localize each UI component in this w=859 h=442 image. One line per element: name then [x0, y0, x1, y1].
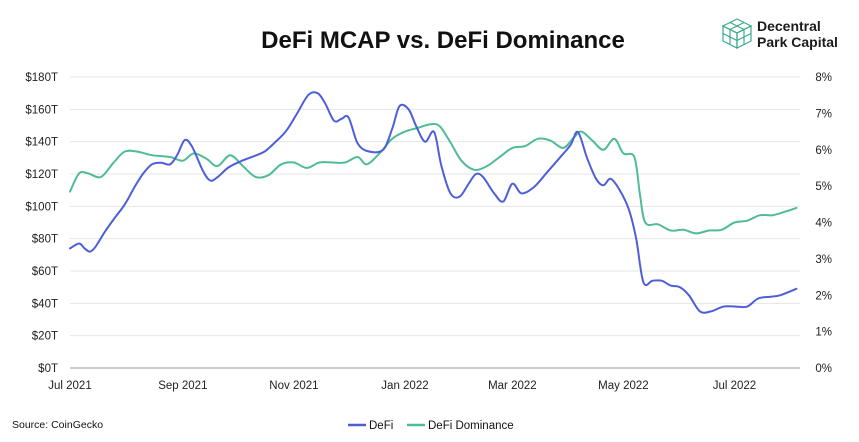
- cube-grid-icon: [721, 18, 753, 49]
- series-line-defi-dominance: [69, 122, 798, 235]
- x-tick-label: Jan 2022: [381, 380, 428, 392]
- x-tick-label: Mar 2022: [488, 380, 537, 392]
- y-left-tick-label: $80T: [32, 234, 58, 246]
- x-tick-label: May 2022: [598, 380, 649, 392]
- brand-name-line2: Park Capital: [757, 34, 838, 50]
- y-left-tick-label: $180T: [25, 72, 58, 84]
- y-right-tick-label: 6%: [815, 145, 832, 157]
- y-right-tick-label: 5%: [815, 181, 832, 193]
- y-right-tick-label: 4%: [815, 218, 832, 230]
- y-left-tick-label: $100T: [25, 201, 58, 213]
- source-note: Source: CoinGecko: [12, 419, 103, 431]
- y-left-tick-label: $0T: [38, 363, 58, 375]
- y-left-tick-label: $60T: [32, 266, 58, 278]
- y-right-tick-label: 2%: [815, 290, 832, 302]
- x-tick-label: Nov 2021: [269, 380, 318, 392]
- y-right-tick-label: 1%: [815, 327, 832, 339]
- brand-name-line1: Decentral: [757, 18, 821, 34]
- y-axis-right: 0% 1% 2% 3% 4% 5% 6% 7% 8%: [815, 72, 832, 375]
- brand-logo: Decentral Park Capital: [721, 18, 838, 50]
- y-left-tick-label: $40T: [32, 298, 58, 310]
- y-left-tick-label: $20T: [32, 331, 58, 343]
- series-lines: [69, 91, 798, 314]
- x-axis: Jul 2021 Sep 2021 Nov 2021 Jan 2022 Mar 2022…: [48, 380, 756, 392]
- y-right-tick-label: 3%: [815, 254, 832, 266]
- y-left-tick-label: $160T: [25, 104, 58, 116]
- y-right-tick-label: 7%: [815, 108, 832, 120]
- series-line-defi: [69, 91, 798, 314]
- x-tick-label: Sep 2021: [158, 380, 207, 392]
- chart-title: DeFi MCAP vs. DeFi Dominance: [261, 27, 625, 54]
- legend: DeFi DeFi Dominance: [348, 420, 514, 432]
- y-right-tick-label: 8%: [815, 72, 832, 84]
- y-right-tick-label: 0%: [815, 363, 832, 375]
- legend-label-defi-dominance: DeFi Dominance: [428, 420, 514, 432]
- grid: [70, 76, 800, 369]
- legend-label-defi: DeFi: [369, 420, 393, 432]
- x-tick-label: Jul 2022: [713, 380, 756, 392]
- y-axis-left: $0T $20T $40T $60T $80T $100T $120T $140T $160T $…: [25, 72, 58, 375]
- y-left-tick-label: $120T: [25, 169, 58, 181]
- y-left-tick-label: $140T: [25, 137, 58, 149]
- x-tick-label: Jul 2021: [48, 380, 91, 392]
